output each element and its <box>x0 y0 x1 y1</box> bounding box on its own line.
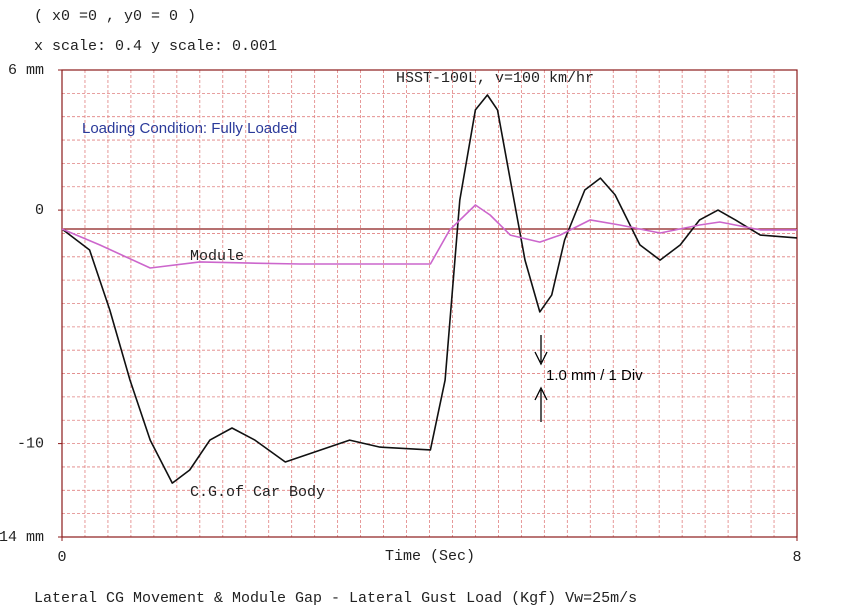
x-tick-label: 0 <box>57 549 66 566</box>
header-line: x scale: 0.4 y scale: 0.001 <box>34 38 277 55</box>
y-tick-label: -10 <box>17 436 44 453</box>
caption: Lateral CG Movement & Module Gap - Later… <box>34 590 637 607</box>
y-tick-label: 6 mm <box>8 62 44 79</box>
y-tick-label: 0 <box>35 202 44 219</box>
series-line <box>61 204 797 269</box>
annotation: Loading Condition: Fully Loaded <box>82 120 297 137</box>
x-axis-label: Time (Sec) <box>385 548 475 565</box>
annotation: 1.0 mm / 1 Div <box>546 367 643 384</box>
series-line <box>61 94 798 484</box>
series-label: Module <box>190 248 244 265</box>
series-label: C.G.of Car Body <box>190 484 325 501</box>
header-line: ( x0 =0 , y0 = 0 ) <box>34 8 196 25</box>
chart-title: HSST-100L, v=100 km/hr <box>396 70 594 87</box>
plot-frame <box>61 69 798 538</box>
arrow-head <box>534 386 548 401</box>
x-tick-label: 8 <box>792 549 801 566</box>
y-tick-label: -14 mm <box>0 529 44 546</box>
arrow-head <box>534 351 548 366</box>
